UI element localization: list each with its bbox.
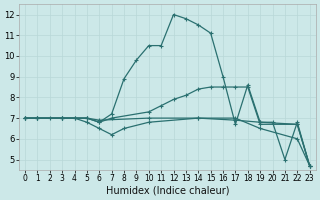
- X-axis label: Humidex (Indice chaleur): Humidex (Indice chaleur): [106, 186, 229, 196]
